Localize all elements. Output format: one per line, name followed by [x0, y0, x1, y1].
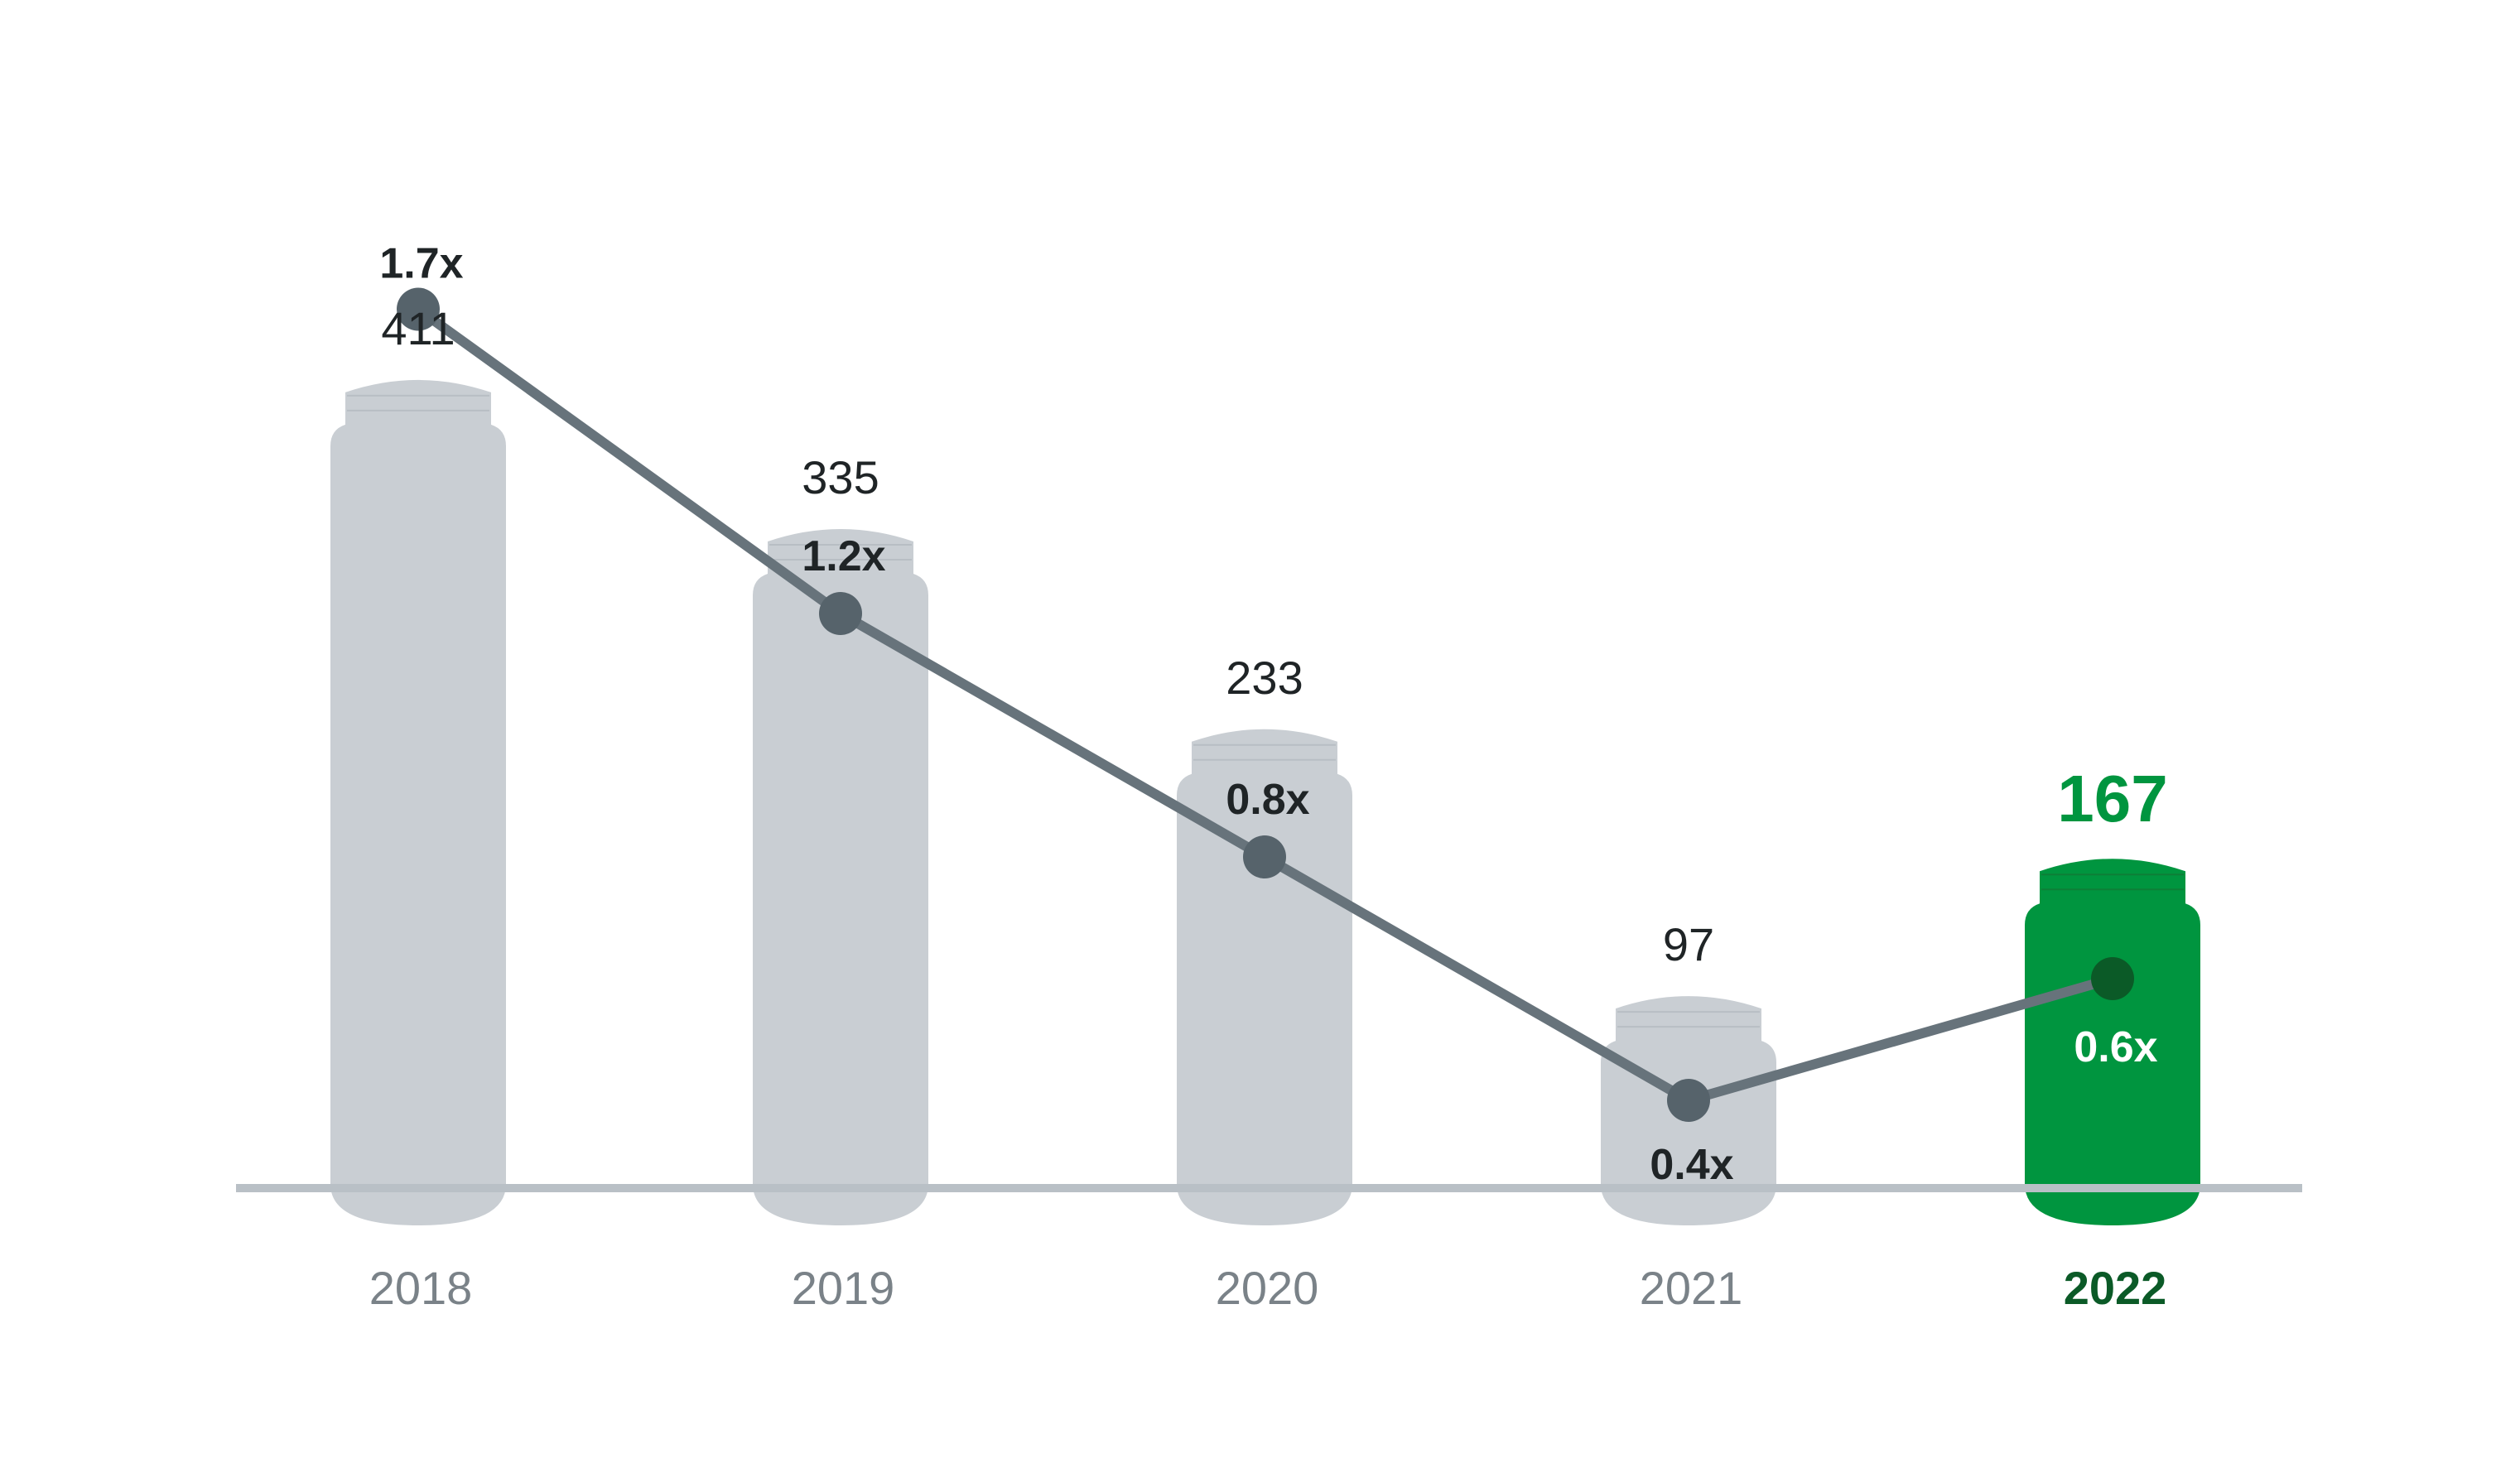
ratio-point-2019 — [819, 592, 862, 635]
bottle-bar-2022 — [2025, 859, 2200, 1225]
x-tick-label-2018: 2018 — [369, 1262, 473, 1314]
ratio-point-2021 — [1667, 1079, 1710, 1122]
x-tick-label-2021: 2021 — [1640, 1262, 1743, 1314]
bar-value-label-2022: 167 — [2057, 762, 2167, 835]
ratio-label-2019: 1.2x — [802, 532, 885, 580]
ratio-label-2020: 0.8x — [1226, 776, 1309, 824]
ratio-label-2018: 1.7x — [379, 240, 463, 288]
bottle-bar-2020 — [1177, 729, 1352, 1225]
bar-value-label-2018: 411 — [381, 302, 455, 354]
ratio-line — [397, 287, 2134, 1122]
x-tick-label-2022: 2022 — [2064, 1262, 2167, 1314]
bar-value-label-2021: 97 — [1663, 918, 1714, 970]
ratio-label-2021: 0.4x — [1650, 1141, 1733, 1189]
bottle-bar-2019 — [753, 529, 928, 1225]
bar-value-label-2019: 335 — [802, 451, 879, 503]
ratio-point-2018 — [397, 287, 440, 331]
ratio-point-2020 — [1243, 835, 1286, 878]
labels: 411 1.7x 2018 335 1.2x 2019 233 0.8x 2020 97 0.4x 2… — [369, 240, 2168, 1315]
ratio-point-2022 — [2091, 957, 2134, 1000]
x-tick-label-2020: 2020 — [1216, 1262, 1319, 1314]
x-tick-label-2019: 2019 — [792, 1262, 895, 1314]
bar-value-label-2020: 233 — [1226, 652, 1303, 704]
bottle-bar-2018 — [330, 379, 506, 1225]
ratio-label-2022: 0.6x — [2074, 1023, 2157, 1071]
